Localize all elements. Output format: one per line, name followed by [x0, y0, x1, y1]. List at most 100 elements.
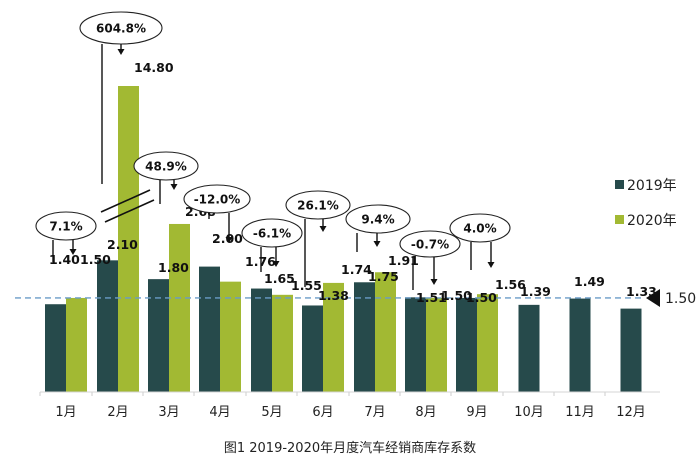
value-label-2019: 1.51 [416, 290, 447, 305]
value-label-2019: 1.75 [368, 269, 399, 284]
x-tick-label: 6月 [312, 405, 333, 420]
bar-2019-12 [620, 308, 642, 392]
yoy-change-label: 4.0% [463, 222, 496, 236]
yoy-change-label: 48.9% [145, 160, 187, 174]
callout-ellipse [133, 151, 199, 181]
x-tick-label: 4月 [209, 405, 230, 420]
callout-ellipse [345, 204, 411, 234]
value-label-2019: 1.33 [626, 284, 657, 299]
x-axis: 1月 2月 3月 4月 5月 6月 7月 8月 9月 10月 11月 12月 [39, 391, 660, 420]
yoy-change-label: 26.1% [297, 199, 339, 213]
x-tick-label: 11月 [565, 405, 595, 420]
bar-2019-4 [199, 266, 220, 392]
yoy-callout-6: 26.1% [285, 190, 351, 287]
arrow-down-icon [487, 262, 495, 268]
x-tick-label: 8月 [415, 405, 436, 420]
yoy-callout-2: 604.8% [79, 11, 163, 184]
x-tick-label: 9月 [466, 405, 487, 420]
axis-break-line [104, 199, 155, 223]
value-label-2020: 1.50 [80, 252, 111, 267]
legend-swatch-2020 [615, 215, 624, 224]
value-label-2020: 1.56 [495, 277, 526, 292]
value-label-2020: 14.80 [134, 60, 174, 75]
reference-value-label: 1.50 [665, 291, 696, 307]
value-label-2019: 1.65 [264, 271, 295, 286]
callout-ellipse [285, 190, 351, 220]
yoy-change-label: 7.1% [49, 220, 82, 234]
callout-ellipse [241, 218, 303, 248]
chart-caption: 图1 2019-2020年月度汽车经销商库存系数 [224, 440, 476, 456]
bar-2019-7 [354, 282, 375, 392]
legend-label-2020: 2020年 [627, 213, 677, 229]
x-tick-label: 5月 [261, 405, 282, 420]
value-label-2020: 1.50 [441, 288, 472, 303]
bar-2020-3 [169, 223, 190, 392]
bar-2019-5 [251, 288, 272, 392]
yoy-callout-1: 7.1% [35, 211, 97, 262]
yoy-change-label: -12.0% [194, 193, 241, 207]
x-tick-label: 1月 [55, 405, 76, 420]
x-tick-label: 12月 [616, 405, 646, 420]
legend-label-2019: 2019年 [627, 178, 677, 194]
bar-2020-1 [66, 297, 87, 392]
value-label-2019: 2.10 [107, 237, 138, 252]
yoy-callout-8: -0.7% [399, 230, 461, 290]
callout-ellipse [35, 211, 97, 241]
value-label-2019: 1.50 [466, 290, 497, 305]
x-tick-label: 7月 [364, 405, 385, 420]
triangle-pointer-icon [646, 289, 660, 307]
yoy-callouts: 7.1% 604.8% 48.9% -12.0% -6.1% 26.1% 9.4% -0.7%… [35, 11, 511, 290]
reference-marker: 1.50 [646, 289, 696, 307]
yoy-callout-7: 9.4% [345, 204, 411, 252]
value-label-2019: 1.40 [49, 252, 80, 267]
arrow-down-icon [272, 261, 280, 267]
bar-2019-10 [518, 304, 540, 392]
legend: 2019年 2020年 [615, 178, 677, 229]
x-tick-label: 2月 [107, 405, 128, 420]
bar-2019-3 [148, 279, 169, 392]
bar-2019-9 [456, 297, 477, 392]
bar-2020-8 [426, 297, 447, 392]
value-label-2019: 1.49 [574, 274, 605, 289]
yoy-change-label: 9.4% [361, 213, 394, 227]
bar-2020-4 [220, 281, 241, 392]
bar-2020-9 [477, 294, 498, 392]
arrow-down-icon [225, 237, 233, 243]
yoy-change-label: 604.8% [96, 22, 146, 36]
yoy-callout-3: 48.9% [133, 151, 199, 204]
legend-swatch-2019 [615, 180, 624, 189]
bars-layer [45, 86, 642, 392]
bar-2019-2 [97, 260, 118, 392]
value-label-2019: 1.38 [318, 288, 349, 303]
bar-2020-2 [118, 86, 139, 392]
bar-2019-1 [45, 304, 66, 392]
callout-ellipse [183, 184, 251, 214]
arrow-down-icon [373, 241, 381, 247]
value-label-2019: 1.80 [158, 260, 189, 275]
yoy-change-label: -0.7% [411, 238, 449, 252]
x-tick-label: 10月 [514, 405, 544, 420]
yoy-callout-4: -12.0% [183, 184, 251, 243]
yoy-callout-5: -6.1% [241, 218, 303, 272]
value-label-2020: 1.74 [341, 262, 372, 277]
value-label-2020: 1.91 [388, 253, 419, 268]
arrow-down-icon [319, 226, 327, 232]
bar-2019-6 [302, 305, 323, 392]
bar-2020-5 [272, 294, 293, 392]
callout-ellipse [399, 230, 461, 258]
value-label-2019: 1.39 [520, 284, 551, 299]
bar-2019-8 [405, 297, 426, 392]
value-label-2020: 1.55 [291, 278, 322, 293]
arrow-down-icon [117, 49, 125, 55]
x-tick-label: 3月 [158, 405, 179, 420]
callout-ellipse [449, 213, 511, 243]
arrow-down-icon [430, 279, 438, 285]
bar-2020-6 [323, 282, 344, 392]
bar-2019-11 [569, 298, 591, 392]
arrow-down-icon [69, 249, 77, 255]
arrow-down-icon [170, 184, 178, 190]
axis-break-line [100, 189, 151, 213]
bar-2020-7 [375, 272, 396, 392]
yoy-callout-9: 4.0% [449, 213, 511, 270]
